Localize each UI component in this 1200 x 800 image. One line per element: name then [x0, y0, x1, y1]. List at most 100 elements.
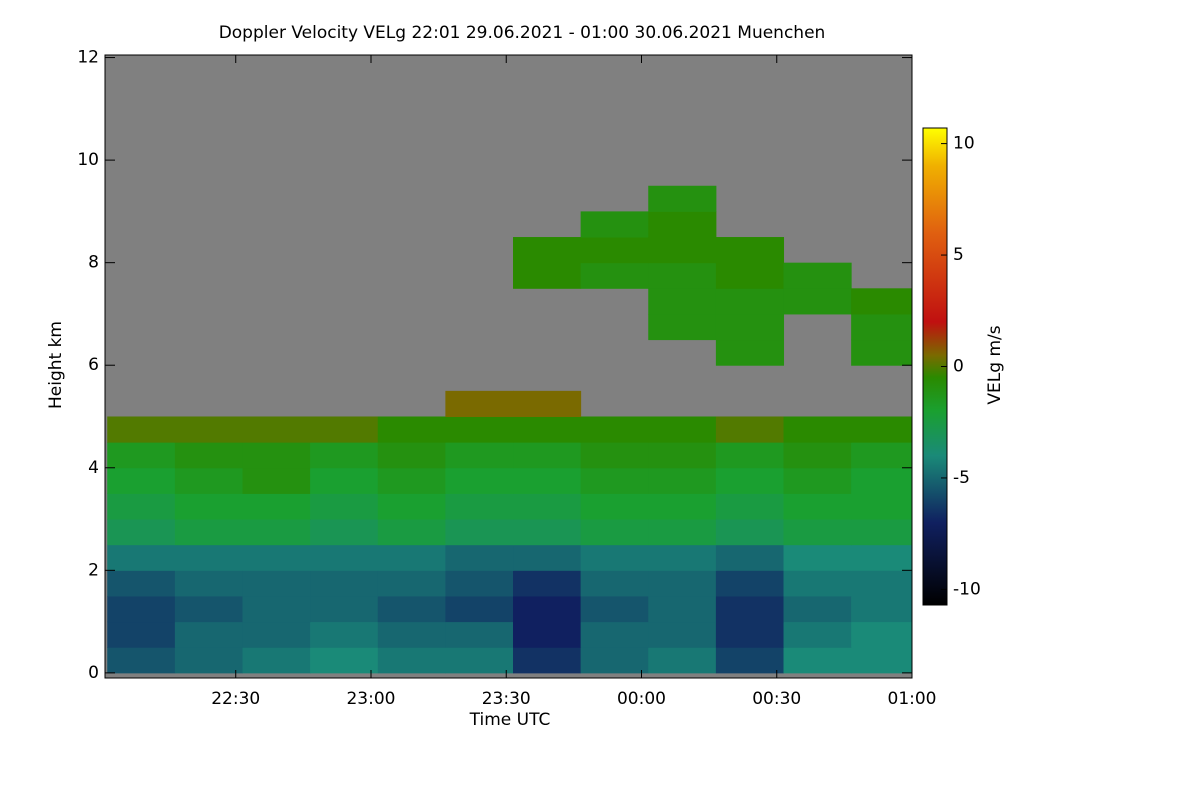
- heatmap-cell: [310, 621, 379, 648]
- heatmap-cell: [513, 519, 582, 546]
- heatmap-cell: [107, 544, 176, 571]
- heatmap-cell: [715, 519, 785, 546]
- heatmap-cell: [851, 519, 912, 546]
- heatmap-cell: [715, 416, 785, 443]
- heatmap-cell: [445, 493, 514, 520]
- heatmap-cell: [851, 647, 912, 674]
- y-tick-label: 0: [88, 663, 99, 683]
- heatmap-cell: [783, 262, 852, 289]
- heatmap-cell: [648, 467, 717, 494]
- heatmap-cell: [174, 519, 243, 546]
- heatmap-cell: [783, 416, 852, 443]
- heatmap-cell: [377, 595, 446, 623]
- heatmap-cell: [513, 237, 582, 264]
- heatmap-cell: [513, 544, 582, 571]
- colorbar-label: VELg m/s: [985, 325, 1005, 404]
- heatmap-cell: [715, 493, 785, 520]
- heatmap-cell: [715, 467, 785, 494]
- heatmap-cell: [513, 390, 582, 417]
- colorbar-tick-label: 10: [953, 134, 975, 154]
- heatmap-cell: [851, 544, 912, 571]
- heatmap-cell: [783, 595, 852, 623]
- heatmap-cell: [851, 339, 912, 366]
- heatmap-cell: [715, 339, 785, 366]
- heatmap-cell: [580, 647, 649, 674]
- heatmap-cell: [648, 519, 717, 546]
- heatmap-cell: [783, 288, 852, 315]
- heatmap-cell: [310, 467, 379, 494]
- heatmap-cell: [107, 442, 176, 469]
- y-axis-label: Height km: [46, 321, 66, 409]
- heatmap-cell: [377, 416, 446, 443]
- x-tick-label: 00:30: [752, 689, 801, 709]
- x-tick-label: 01:00: [888, 689, 937, 709]
- heatmap-cell: [580, 237, 649, 264]
- heatmap-cell: [107, 595, 176, 623]
- heatmap-cell: [783, 570, 852, 597]
- heatmap-cell: [310, 647, 379, 674]
- y-tick-label: 10: [77, 150, 99, 170]
- heatmap-cell: [310, 544, 379, 571]
- heatmap-cell: [377, 442, 446, 469]
- heatmap-cell: [648, 621, 717, 648]
- heatmap-cell: [174, 621, 243, 648]
- y-tick-label: 6: [88, 355, 99, 375]
- heatmap-cell: [107, 519, 176, 546]
- heatmap-cell: [174, 544, 243, 571]
- heatmap-cell: [513, 621, 582, 648]
- heatmap-cell: [174, 647, 243, 674]
- heatmap-cell: [851, 416, 912, 443]
- heatmap-cell: [715, 262, 785, 289]
- heatmap-cell: [242, 467, 311, 494]
- heatmap-cells: [107, 185, 912, 674]
- plot-frame: [104, 54, 913, 679]
- heatmap-cell: [242, 544, 311, 571]
- heatmap-cell: [580, 493, 649, 520]
- x-tick-label: 23:30: [482, 689, 531, 709]
- heatmap-cell: [580, 262, 649, 289]
- heatmap-cell: [310, 595, 379, 623]
- heatmap-cell: [513, 647, 582, 674]
- heatmap-cell: [580, 467, 649, 494]
- x-tick-label: 23:00: [346, 689, 395, 709]
- heatmap-cell: [513, 570, 582, 597]
- heatmap-cell: [513, 416, 582, 443]
- heatmap-cell: [445, 416, 514, 443]
- heatmap-cell: [715, 288, 785, 315]
- heatmap-cell: [445, 442, 514, 469]
- heatmap-cell: [648, 442, 717, 469]
- heatmap-cell: [715, 570, 785, 597]
- heatmap-cell: [242, 570, 311, 597]
- heatmap-cell: [580, 595, 649, 623]
- heatmap-cell: [107, 416, 176, 443]
- heatmap-cell: [377, 647, 446, 674]
- heatmap-cell: [648, 185, 717, 212]
- heatmap-cell: [851, 313, 912, 341]
- colorbar-tick-label: -5: [953, 468, 970, 488]
- heatmap-cell: [715, 621, 785, 648]
- heatmap-cell: [715, 647, 785, 674]
- heatmap-cell: [715, 313, 785, 341]
- heatmap-cell: [445, 467, 514, 494]
- heatmap-cell: [242, 647, 311, 674]
- heatmap-cell: [310, 493, 379, 520]
- y-tick-label: 12: [77, 48, 99, 68]
- heatmap-cell: [445, 595, 514, 623]
- heatmap-cell: [851, 442, 912, 469]
- heatmap-cell: [445, 570, 514, 597]
- heatmap-cell: [377, 519, 446, 546]
- heatmap-cell: [242, 442, 311, 469]
- heatmap-cell: [310, 442, 379, 469]
- y-tick-label: 8: [88, 253, 99, 273]
- heatmap-cell: [715, 544, 785, 571]
- colorbar-tick-label: 5: [953, 245, 964, 265]
- heatmap-cell: [377, 544, 446, 571]
- heatmap-cell: [648, 288, 717, 315]
- heatmap-cell: [242, 595, 311, 623]
- heatmap-cell: [174, 442, 243, 469]
- heatmap-cell: [648, 211, 717, 238]
- heatmap-cell: [513, 493, 582, 520]
- heatmap-cell: [310, 570, 379, 597]
- y-tick-label: 4: [88, 458, 99, 478]
